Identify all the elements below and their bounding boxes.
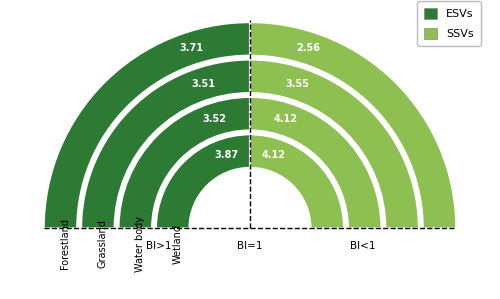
Wedge shape <box>44 22 250 228</box>
Wedge shape <box>156 134 250 228</box>
Wedge shape <box>250 22 456 228</box>
Text: 2.56: 2.56 <box>296 43 320 53</box>
Text: Water body: Water body <box>136 216 145 271</box>
Text: Grassland: Grassland <box>98 219 108 268</box>
Text: BI=1: BI=1 <box>238 241 263 251</box>
Text: BI>1: BI>1 <box>146 241 172 251</box>
Text: 3.51: 3.51 <box>191 79 215 89</box>
Text: Wetland: Wetland <box>172 224 182 263</box>
Text: 3.52: 3.52 <box>202 114 226 124</box>
Text: 3.71: 3.71 <box>180 43 204 53</box>
Text: 4.12: 4.12 <box>262 150 286 160</box>
Legend: ESVs, SSVs: ESVs, SSVs <box>418 1 480 46</box>
Text: 3.87: 3.87 <box>214 150 238 160</box>
Text: Forestland: Forestland <box>60 218 70 269</box>
Wedge shape <box>250 60 419 228</box>
Text: 3.55: 3.55 <box>285 79 309 89</box>
Wedge shape <box>118 97 250 228</box>
Wedge shape <box>81 60 250 228</box>
Wedge shape <box>250 134 344 228</box>
Text: 4.12: 4.12 <box>274 114 297 124</box>
Text: BI<1: BI<1 <box>350 241 375 251</box>
Wedge shape <box>250 97 382 228</box>
